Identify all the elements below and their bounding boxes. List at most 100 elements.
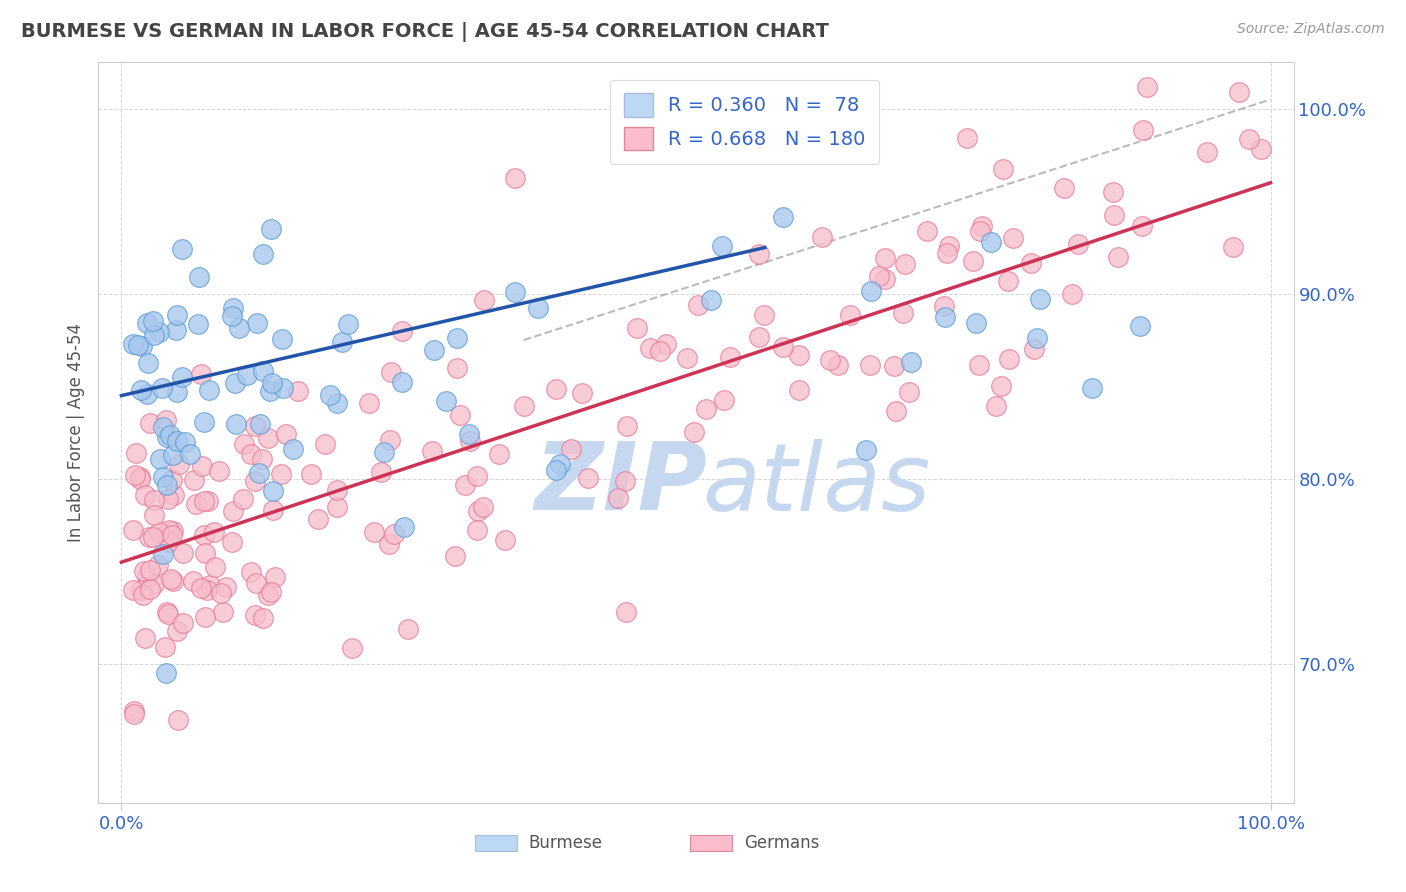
Point — [472, 293, 495, 307]
Point — [1066, 237, 1088, 252]
Point — [193, 493, 215, 508]
Point — [319, 388, 342, 402]
Point — [330, 335, 353, 350]
Point — [392, 520, 415, 534]
Point — [1102, 209, 1125, 223]
Point — [357, 396, 380, 410]
Point — [984, 399, 1007, 413]
Point — [373, 445, 395, 459]
Point — [142, 530, 165, 544]
Point — [839, 308, 862, 322]
Point — [259, 384, 281, 398]
Point — [204, 559, 226, 574]
Point — [162, 524, 184, 538]
Point — [225, 417, 247, 431]
Point — [436, 394, 458, 409]
Point — [544, 382, 567, 396]
Point — [444, 549, 467, 563]
Point — [166, 308, 188, 322]
Point — [129, 582, 152, 597]
Text: Burmese: Burmese — [529, 834, 603, 852]
Point — [232, 436, 254, 450]
Point — [125, 446, 148, 460]
Point — [307, 512, 329, 526]
Point — [380, 365, 402, 379]
Point — [136, 386, 159, 401]
Point — [134, 488, 156, 502]
Point — [965, 316, 987, 330]
Point — [894, 257, 917, 271]
Point — [472, 500, 495, 514]
Point — [156, 607, 179, 622]
Point — [544, 462, 567, 476]
Point — [900, 355, 922, 369]
Point — [122, 336, 145, 351]
Point — [1019, 256, 1042, 270]
Point — [1195, 145, 1218, 159]
FancyBboxPatch shape — [690, 835, 733, 851]
Point — [281, 442, 304, 457]
Point — [970, 219, 993, 233]
Point — [467, 504, 489, 518]
Point — [142, 314, 165, 328]
Point — [152, 420, 174, 434]
Point — [1132, 123, 1154, 137]
Point — [157, 523, 180, 537]
Point — [148, 325, 170, 339]
Point — [1029, 292, 1052, 306]
Text: Germans: Germans — [744, 834, 820, 852]
Point — [449, 408, 471, 422]
Point — [655, 337, 678, 351]
Point — [446, 360, 468, 375]
Point — [135, 316, 157, 330]
Point — [748, 330, 770, 344]
Point — [718, 350, 741, 364]
Point — [193, 415, 215, 429]
Point — [638, 341, 661, 355]
Point — [152, 547, 174, 561]
Point — [1060, 286, 1083, 301]
Point — [232, 491, 254, 506]
Point — [391, 375, 413, 389]
Point — [883, 359, 905, 373]
Point — [969, 358, 991, 372]
Point — [148, 558, 170, 573]
Point — [326, 396, 349, 410]
Point — [1136, 80, 1159, 95]
Point — [246, 316, 269, 330]
FancyBboxPatch shape — [475, 835, 517, 851]
Point — [152, 470, 174, 484]
Point — [197, 383, 219, 397]
Point — [382, 527, 405, 541]
Point — [550, 457, 572, 471]
Point — [166, 624, 188, 639]
Point — [136, 570, 159, 584]
Point — [181, 574, 204, 588]
Point — [856, 94, 879, 108]
Point — [252, 246, 274, 260]
Point — [167, 714, 190, 728]
Point — [314, 437, 336, 451]
Point — [228, 321, 250, 335]
Point — [270, 467, 292, 481]
Point — [167, 457, 190, 471]
Point — [224, 376, 246, 390]
Point — [143, 577, 166, 591]
Point — [1025, 331, 1047, 345]
Point — [1107, 250, 1129, 264]
Point — [131, 339, 153, 353]
Point — [179, 447, 201, 461]
Point — [250, 452, 273, 467]
Point — [209, 586, 232, 600]
Point — [221, 309, 243, 323]
Point — [616, 418, 638, 433]
Point — [166, 384, 188, 399]
Point — [256, 588, 278, 602]
Point — [132, 588, 155, 602]
Point — [326, 500, 349, 515]
Point — [157, 535, 180, 549]
Text: BURMESE VS GERMAN IN LABOR FORCE | AGE 45-54 CORRELATION CHART: BURMESE VS GERMAN IN LABOR FORCE | AGE 4… — [21, 22, 830, 42]
Text: atlas: atlas — [702, 439, 931, 530]
Point — [326, 483, 349, 497]
Point — [897, 384, 920, 399]
